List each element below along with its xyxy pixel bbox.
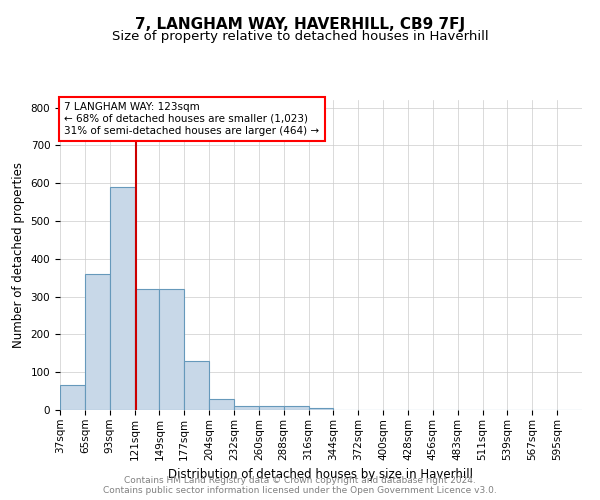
Bar: [284, 406, 308, 410]
Text: Contains HM Land Registry data © Crown copyright and database right 2024.: Contains HM Land Registry data © Crown c…: [124, 476, 476, 485]
Text: Size of property relative to detached houses in Haverhill: Size of property relative to detached ho…: [112, 30, 488, 43]
Bar: [60, 386, 85, 410]
Bar: [234, 406, 259, 410]
X-axis label: Distribution of detached houses by size in Haverhill: Distribution of detached houses by size …: [169, 468, 473, 481]
Bar: [308, 408, 334, 410]
Text: 7 LANGHAM WAY: 123sqm
← 68% of detached houses are smaller (1,023)
31% of semi-d: 7 LANGHAM WAY: 123sqm ← 68% of detached …: [64, 102, 320, 136]
Bar: [259, 406, 284, 410]
Bar: [209, 400, 234, 410]
Y-axis label: Number of detached properties: Number of detached properties: [12, 162, 25, 348]
Bar: [85, 274, 110, 410]
Bar: [184, 361, 209, 410]
Bar: [110, 187, 134, 410]
Bar: [160, 289, 184, 410]
Bar: [134, 289, 160, 410]
Text: Contains public sector information licensed under the Open Government Licence v3: Contains public sector information licen…: [103, 486, 497, 495]
Text: 7, LANGHAM WAY, HAVERHILL, CB9 7FJ: 7, LANGHAM WAY, HAVERHILL, CB9 7FJ: [135, 18, 465, 32]
